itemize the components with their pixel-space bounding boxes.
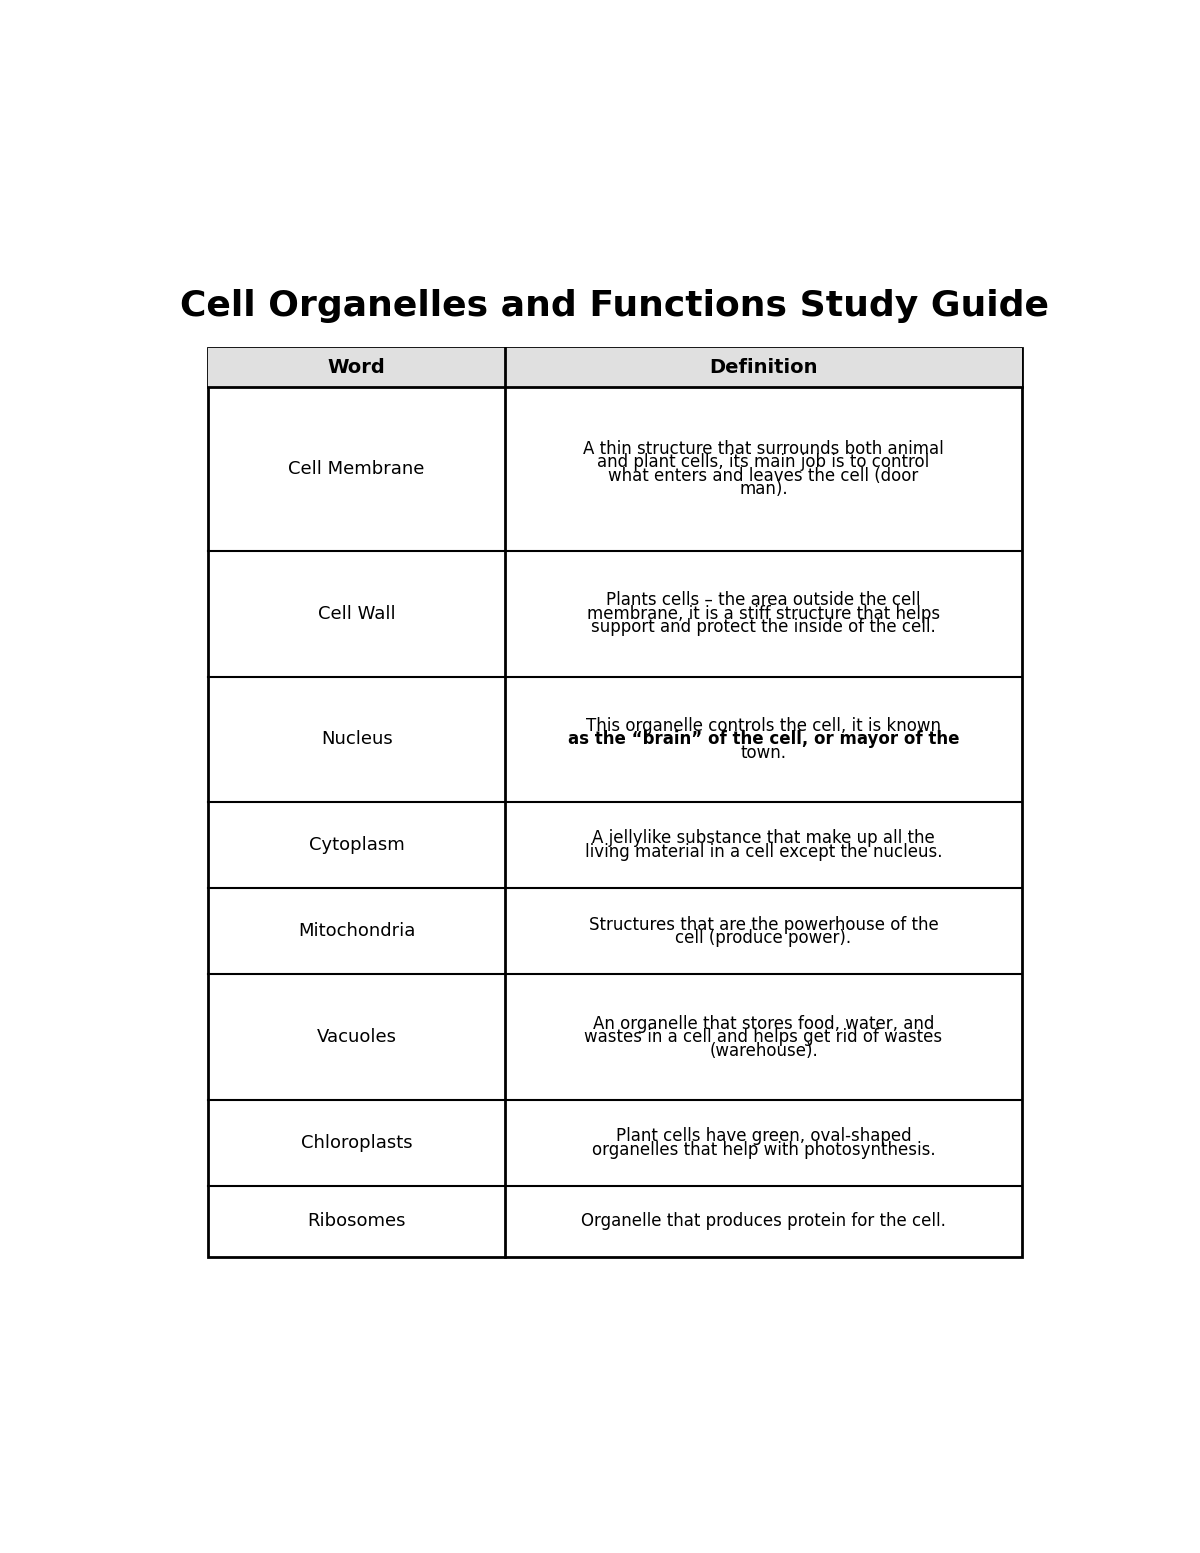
- Text: Ribosomes: Ribosomes: [307, 1213, 406, 1230]
- Text: Structures that are the powerhouse of the: Structures that are the powerhouse of th…: [589, 916, 938, 933]
- Text: Plant cells have green, oval-shaped: Plant cells have green, oval-shaped: [616, 1127, 911, 1145]
- Text: as the “brain” of the cell, or mayor of the: as the “brain” of the cell, or mayor of …: [568, 730, 959, 749]
- Text: Organelle that produces protein for the cell.: Organelle that produces protein for the …: [581, 1213, 946, 1230]
- Text: town.: town.: [740, 744, 786, 763]
- Text: A jellylike substance that make up all the: A jellylike substance that make up all t…: [592, 829, 935, 848]
- Bar: [208, 348, 1022, 1256]
- Text: Nucleus: Nucleus: [320, 730, 392, 749]
- Text: what enters and leaves the cell (door: what enters and leaves the cell (door: [608, 466, 919, 485]
- Text: Vacuoles: Vacuoles: [317, 1028, 397, 1047]
- Text: A thin structure that surrounds both animal: A thin structure that surrounds both ani…: [583, 439, 944, 458]
- Text: Mitochondria: Mitochondria: [298, 922, 415, 941]
- Text: (warehouse).: (warehouse).: [709, 1042, 818, 1059]
- Text: living material in a cell except the nucleus.: living material in a cell except the nuc…: [584, 843, 942, 860]
- Text: An organelle that stores food, water, and: An organelle that stores food, water, an…: [593, 1014, 934, 1033]
- Text: Cell Organelles and Functions Study Guide: Cell Organelles and Functions Study Guid…: [180, 289, 1050, 323]
- Text: wastes in a cell and helps get rid of wastes: wastes in a cell and helps get rid of wa…: [584, 1028, 942, 1047]
- Text: membrane, it is a stiff structure that helps: membrane, it is a stiff structure that h…: [587, 604, 940, 623]
- Text: Cell Wall: Cell Wall: [318, 604, 396, 623]
- Text: Definition: Definition: [709, 357, 817, 377]
- Text: man).: man).: [739, 480, 788, 499]
- Text: Cell Membrane: Cell Membrane: [288, 460, 425, 478]
- Text: Word: Word: [328, 357, 385, 377]
- Text: Chloroplasts: Chloroplasts: [301, 1134, 413, 1152]
- Text: organelles that help with photosynthesis.: organelles that help with photosynthesis…: [592, 1141, 935, 1159]
- Text: cell (produce power).: cell (produce power).: [676, 929, 852, 947]
- Bar: [208, 348, 1022, 387]
- Text: support and protect the inside of the cell.: support and protect the inside of the ce…: [592, 618, 936, 637]
- Text: Plants cells – the area outside the cell: Plants cells – the area outside the cell: [606, 592, 920, 609]
- Text: This organelle controls the cell, it is known: This organelle controls the cell, it is …: [586, 717, 941, 735]
- Text: and plant cells, its main job is to control: and plant cells, its main job is to cont…: [598, 453, 930, 471]
- Text: Cytoplasm: Cytoplasm: [308, 836, 404, 854]
